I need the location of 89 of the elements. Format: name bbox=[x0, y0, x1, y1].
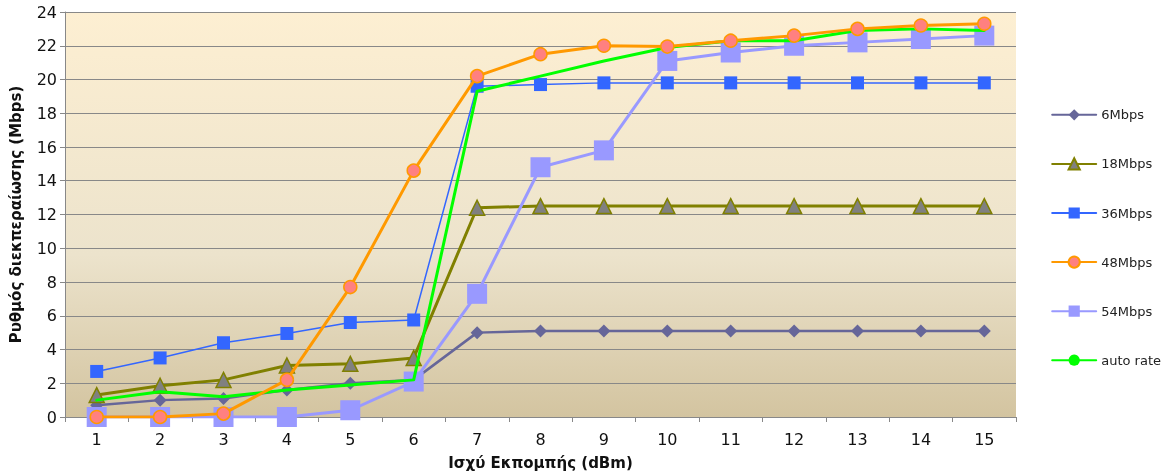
x-tick-label: 5 bbox=[345, 429, 356, 449]
x-tick-label: 13 bbox=[847, 429, 868, 449]
point bbox=[90, 364, 104, 378]
legend-label: 54Mbps bbox=[1101, 303, 1153, 319]
point bbox=[657, 50, 678, 71]
point bbox=[343, 316, 357, 329]
point bbox=[912, 197, 930, 215]
legend-label: 48Mbps bbox=[1101, 254, 1153, 270]
point bbox=[407, 313, 421, 327]
y-tick-label: 16 bbox=[36, 137, 57, 157]
point bbox=[467, 283, 488, 304]
point bbox=[723, 33, 738, 48]
point bbox=[850, 21, 865, 37]
point bbox=[659, 197, 676, 215]
point bbox=[977, 324, 991, 338]
y-tick-label: 22 bbox=[36, 36, 57, 56]
point bbox=[787, 76, 801, 90]
point bbox=[851, 324, 864, 338]
point bbox=[849, 197, 866, 215]
point bbox=[596, 38, 612, 53]
point bbox=[153, 393, 167, 407]
point bbox=[785, 197, 803, 215]
y-axis-title: Ρυθμός διεκπεραίωσης (Mbps) bbox=[6, 85, 25, 344]
point bbox=[530, 157, 551, 178]
point bbox=[851, 76, 864, 90]
y-tick-label: 2 bbox=[46, 373, 57, 393]
x-tick-label: 9 bbox=[598, 429, 609, 449]
point bbox=[660, 76, 674, 90]
x-tick-label: 4 bbox=[281, 429, 292, 449]
point bbox=[533, 46, 548, 62]
point bbox=[977, 76, 991, 90]
point bbox=[215, 371, 232, 389]
legend-label: 36Mbps bbox=[1101, 205, 1153, 221]
y-tick-label: 0 bbox=[46, 407, 57, 427]
x-tick-label: 11 bbox=[720, 429, 741, 449]
point bbox=[279, 372, 295, 388]
x-tick-label: 15 bbox=[974, 429, 995, 449]
point bbox=[724, 324, 738, 338]
y-tick-label: 18 bbox=[36, 103, 57, 123]
point bbox=[597, 76, 611, 90]
point bbox=[660, 324, 674, 338]
point bbox=[340, 400, 361, 421]
point bbox=[787, 324, 801, 338]
x-tick-label: 12 bbox=[783, 429, 805, 449]
point bbox=[913, 18, 929, 33]
y-tick-label: 8 bbox=[46, 272, 57, 292]
point bbox=[217, 336, 230, 350]
point bbox=[276, 407, 297, 427]
y-tick-label: 12 bbox=[36, 205, 57, 224]
y-tick-label: 14 bbox=[36, 171, 57, 191]
y-tick-label: 6 bbox=[46, 306, 57, 326]
x-tick-label: 6 bbox=[408, 429, 419, 449]
point bbox=[597, 324, 611, 338]
point bbox=[786, 28, 802, 43]
point bbox=[470, 326, 484, 340]
point bbox=[722, 197, 739, 215]
point bbox=[977, 16, 992, 32]
x-tick-label: 3 bbox=[218, 429, 229, 449]
x-tick-label: 2 bbox=[155, 429, 166, 449]
point bbox=[153, 351, 167, 365]
x-tick-label: 14 bbox=[910, 429, 932, 449]
x-tick-label: 7 bbox=[472, 429, 483, 449]
legend-label: 6Mbps bbox=[1101, 107, 1145, 123]
point bbox=[660, 39, 675, 54]
point bbox=[593, 140, 614, 161]
point bbox=[595, 197, 613, 215]
point bbox=[914, 76, 928, 90]
x-axis-title: Ισχύ Εκπομπής (dBm) bbox=[448, 453, 633, 472]
point bbox=[914, 324, 928, 338]
point bbox=[534, 324, 547, 338]
point bbox=[534, 78, 547, 92]
x-tick-label: 10 bbox=[657, 429, 678, 449]
point bbox=[468, 199, 486, 216]
point bbox=[342, 355, 359, 373]
x-tick-label: 8 bbox=[535, 429, 546, 449]
point bbox=[280, 326, 294, 340]
legend-label: 18Mbps bbox=[1101, 156, 1153, 172]
point bbox=[343, 279, 358, 295]
y-tick-label: 4 bbox=[46, 340, 57, 359]
y-tick-label: 10 bbox=[36, 238, 57, 258]
point bbox=[724, 76, 738, 90]
legend-label: auto rate bbox=[1101, 352, 1161, 368]
point bbox=[976, 197, 993, 215]
point bbox=[469, 68, 485, 84]
y-tick-label: 24 bbox=[36, 2, 57, 22]
point bbox=[532, 197, 549, 215]
point bbox=[406, 163, 421, 178]
y-tick-label: 20 bbox=[36, 70, 57, 89]
x-tick-label: 1 bbox=[91, 429, 102, 449]
